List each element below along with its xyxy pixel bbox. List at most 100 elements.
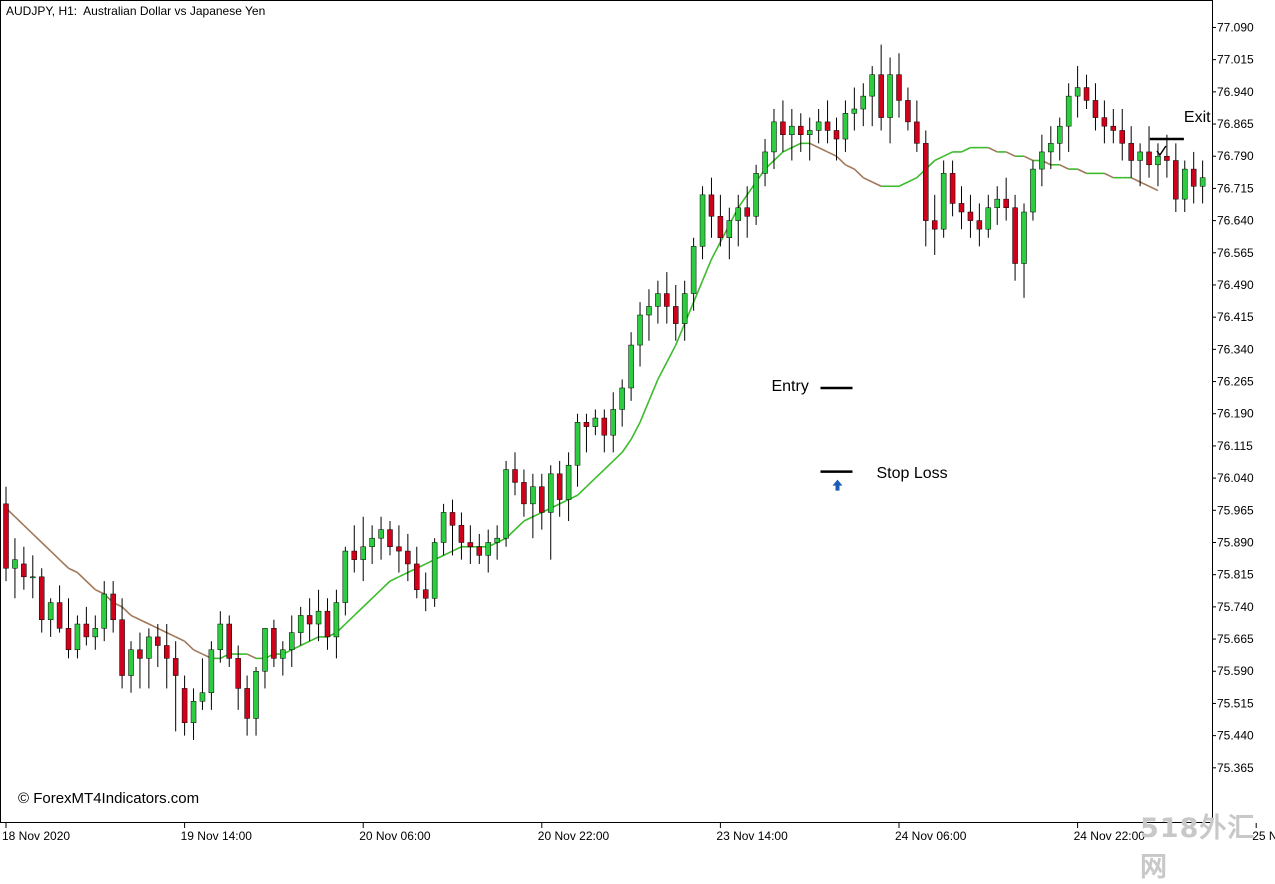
candle-body bbox=[1021, 211, 1027, 264]
candle-body bbox=[780, 121, 786, 136]
candle-body bbox=[994, 198, 1000, 208]
moving-average-segment bbox=[692, 280, 704, 303]
check-icon bbox=[1156, 145, 1167, 157]
moving-average-segment bbox=[1148, 185, 1159, 192]
moving-average-segment bbox=[50, 550, 61, 561]
candle-body bbox=[931, 220, 938, 230]
moving-average-segment bbox=[818, 146, 828, 153]
moving-average-segment bbox=[845, 164, 855, 170]
candle-body bbox=[744, 207, 750, 217]
candle-body bbox=[1137, 151, 1143, 161]
candle-body bbox=[414, 563, 420, 590]
moving-average-segment bbox=[139, 619, 150, 625]
candle-body bbox=[199, 692, 206, 702]
candle-body bbox=[637, 314, 643, 346]
candle-body bbox=[1048, 143, 1054, 153]
candle-body bbox=[762, 151, 768, 174]
price-tick-label: 75.740 bbox=[1217, 600, 1254, 614]
candle-body bbox=[967, 211, 974, 221]
candle-body bbox=[547, 473, 554, 513]
candle-body bbox=[628, 344, 634, 389]
moving-average-segment bbox=[300, 640, 310, 647]
moving-average-segment bbox=[835, 155, 846, 166]
candle-body bbox=[735, 207, 742, 221]
price-tick-label: 76.865 bbox=[1217, 117, 1254, 131]
price-tick-label: 76.415 bbox=[1217, 310, 1254, 324]
moving-average-segment bbox=[585, 477, 596, 488]
candle-body bbox=[887, 74, 893, 118]
candle-body bbox=[47, 602, 54, 620]
moving-average-segment bbox=[193, 649, 203, 655]
candle-body bbox=[235, 658, 241, 689]
moving-average-segment bbox=[175, 636, 185, 642]
candle-body bbox=[65, 628, 72, 651]
stop-loss-label: Stop Loss bbox=[876, 464, 948, 482]
candle-body bbox=[1119, 130, 1125, 144]
candle-body bbox=[869, 74, 875, 97]
candle-body bbox=[458, 525, 465, 543]
entry-label: Entry bbox=[771, 377, 809, 395]
moving-average-segment bbox=[68, 567, 78, 574]
price-tick-label: 75.515 bbox=[1217, 696, 1254, 710]
candle-body bbox=[503, 469, 509, 539]
price-tick-label: 76.040 bbox=[1217, 471, 1254, 485]
chart-title: AUDJPY, H1: Australian Dollar vs Japanes… bbox=[6, 4, 266, 18]
price-chart[interactable]: 77.090 77.015 76.940 76.865 76.790 76.715 76.6… bbox=[0, 0, 1275, 848]
moving-average-segment bbox=[452, 546, 462, 552]
moving-average-segment bbox=[59, 559, 70, 569]
candle-body bbox=[1128, 143, 1134, 161]
candle-body bbox=[155, 636, 161, 646]
candle-body bbox=[137, 649, 143, 659]
candle-body bbox=[842, 113, 849, 140]
candle-body bbox=[440, 512, 447, 543]
candle-body bbox=[896, 74, 902, 101]
moving-average-segment bbox=[907, 176, 918, 183]
candle-body bbox=[798, 125, 804, 136]
candle-body bbox=[860, 95, 867, 110]
trade-markers bbox=[820, 137, 1184, 491]
candle-body bbox=[110, 593, 116, 620]
candle-body bbox=[3, 503, 9, 569]
candle-body bbox=[396, 546, 402, 552]
candle-body bbox=[717, 216, 724, 239]
moving-average-segment bbox=[594, 468, 605, 479]
candle-body bbox=[324, 610, 331, 638]
moving-average-segment bbox=[630, 421, 641, 440]
moving-average-segment bbox=[148, 623, 159, 630]
candle-body bbox=[360, 546, 366, 560]
moving-average-segment bbox=[898, 181, 909, 187]
candle-body bbox=[253, 670, 259, 719]
candle-body bbox=[949, 173, 956, 204]
candle-body bbox=[664, 293, 670, 307]
price-tick-label: 77.015 bbox=[1217, 53, 1254, 67]
candle-body bbox=[431, 542, 438, 599]
candle-body bbox=[369, 537, 375, 548]
candle-body bbox=[940, 173, 947, 230]
time-tick-label: 24 Nov 06:00 bbox=[895, 829, 967, 843]
candle-body bbox=[378, 529, 384, 539]
candle-body bbox=[1164, 155, 1170, 161]
candle-body bbox=[244, 688, 250, 719]
price-tick-label: 76.715 bbox=[1217, 181, 1254, 195]
moving-average-segment bbox=[380, 580, 391, 591]
candle-body bbox=[262, 628, 268, 672]
candle-body bbox=[985, 207, 992, 230]
moving-average-segment bbox=[130, 614, 141, 621]
moving-average-segment bbox=[76, 571, 87, 582]
candle-body bbox=[1173, 160, 1179, 200]
price-tick-label: 76.940 bbox=[1217, 85, 1254, 99]
moving-average-segment bbox=[371, 589, 382, 599]
moving-average-segment bbox=[1077, 168, 1087, 175]
time-tick-label: 25 Nov 14:00 bbox=[1252, 829, 1275, 843]
candle-body bbox=[824, 121, 831, 131]
candle-body bbox=[1039, 151, 1045, 170]
moving-average-segment bbox=[309, 636, 319, 642]
exit-label: Exit bbox=[1183, 109, 1211, 127]
candle-body bbox=[190, 701, 197, 723]
price-tick-label: 75.365 bbox=[1217, 761, 1254, 775]
moving-average-segment bbox=[675, 323, 686, 346]
candle-body bbox=[56, 602, 63, 629]
watermark: © ForexMT4Indicators.com bbox=[18, 790, 200, 807]
candle-body bbox=[101, 593, 107, 629]
candle-body bbox=[172, 658, 179, 676]
